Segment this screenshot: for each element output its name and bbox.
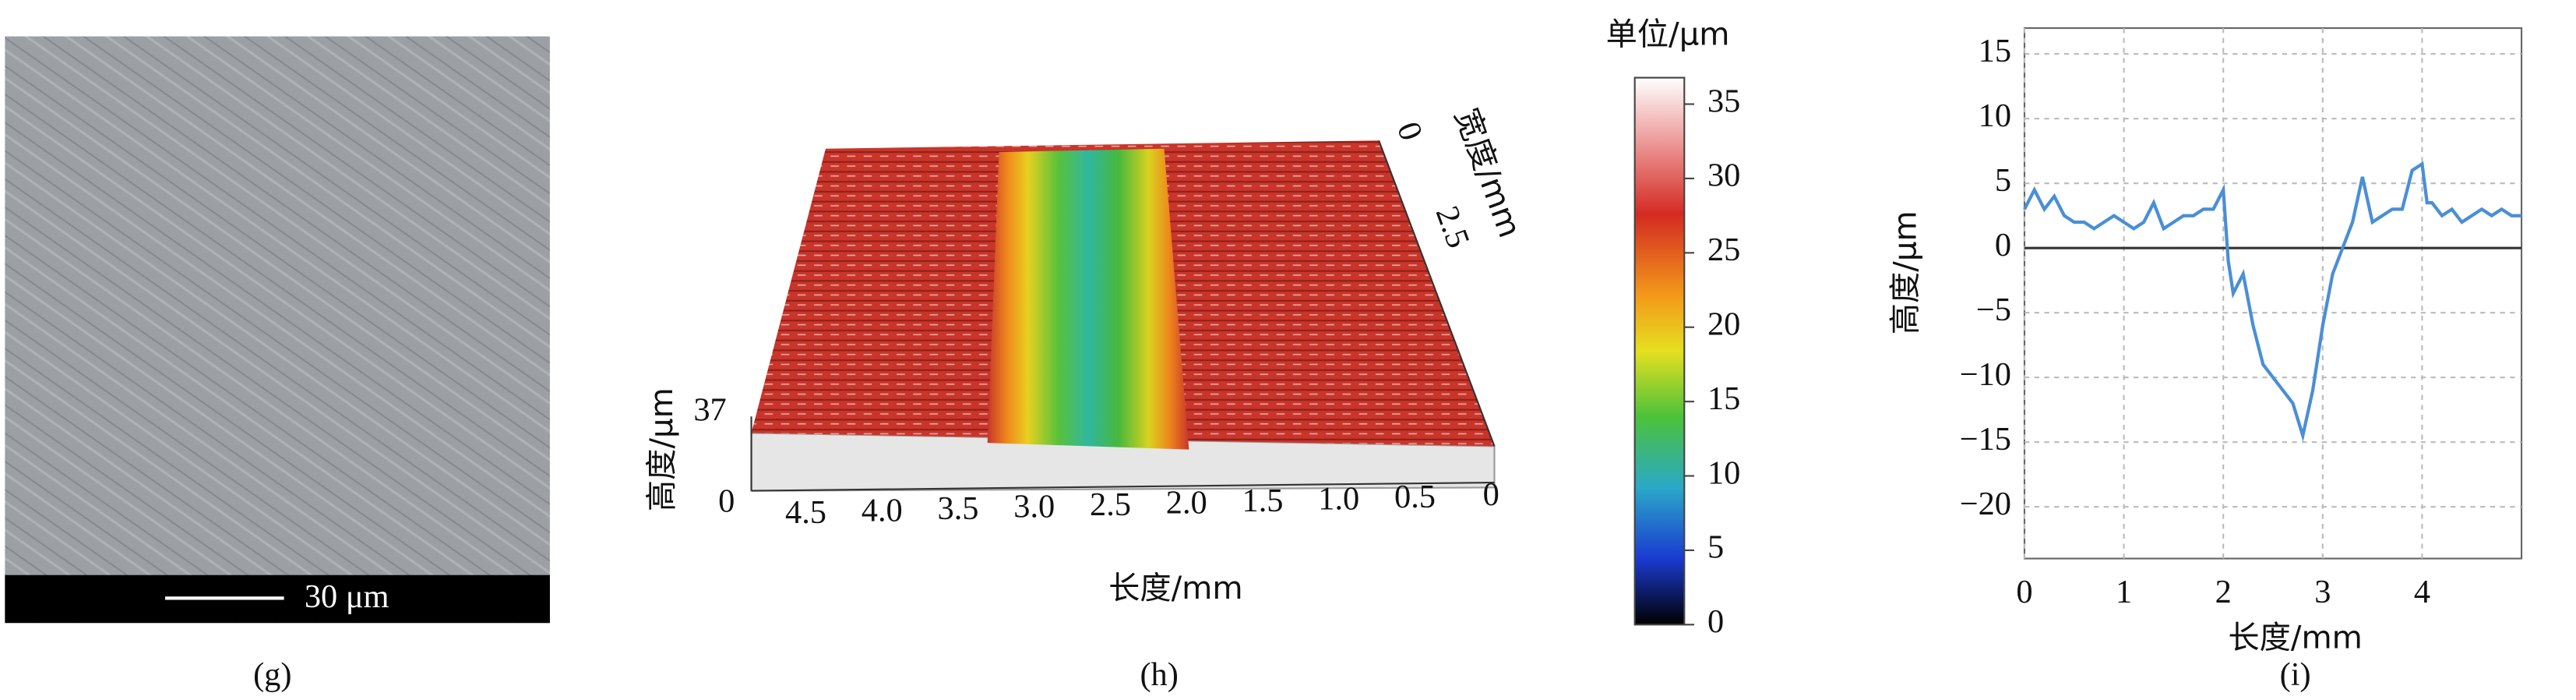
x-tick-label: 1: [2116, 574, 2132, 610]
height-tick: 37: [693, 392, 726, 429]
y-tick-label: 0: [1995, 227, 2011, 263]
caption: (i): [2280, 656, 2311, 693]
axis-title: 长度/mm: [1108, 571, 1243, 606]
length-tick: 3.5: [938, 490, 979, 527]
caption: (g): [253, 656, 291, 693]
panel-i: 长度/mm 高度/μm (i) 15 10 5 0 −5 −10 −15 −20 0 1 2 3 4: [1887, 27, 2523, 693]
y-tick-label: 5: [1995, 162, 2011, 199]
length-axis-line: [751, 481, 1495, 492]
axis-title: 高度/μm: [644, 387, 680, 511]
panel-g: 30 μm (g): [5, 36, 550, 693]
wear-track: [987, 148, 1189, 450]
y-tick-label: 15: [1979, 33, 2011, 69]
colorbar-tick-label: 5: [1707, 529, 1724, 566]
width-tick: 0: [1390, 117, 1429, 145]
panel-h: 4.5 4.0 3.5 3.0 2.5 2.0 1.5 1.0 0.5 0 长度/mm 37 0 …: [644, 17, 1740, 693]
length-tick: 2.0: [1166, 484, 1207, 521]
y-tick-label: 10: [1979, 97, 2011, 134]
y-tick-label: −5: [1976, 292, 2011, 328]
length-tick: 4.0: [862, 493, 903, 529]
colorbar-tick-label: 0: [1707, 603, 1724, 640]
x-axis-title: 长度/mm: [2228, 620, 2363, 656]
micrograph: [5, 36, 550, 624]
colorbar-tick-label: 20: [1707, 306, 1740, 342]
height-tick: 0: [718, 483, 735, 519]
length-tick: 3.0: [1013, 489, 1055, 525]
length-tick: 4.5: [785, 494, 826, 531]
colorbar-title: 单位/μm: [1606, 17, 1730, 53]
x-tick-label: 3: [2314, 574, 2331, 610]
plot-area: [2023, 27, 2523, 560]
width-tick: 2.5: [1429, 201, 1477, 253]
length-tick: 2.5: [1090, 486, 1131, 523]
length-ticks: 4.5 4.0 3.5 3.0 2.5 2.0 1.5 1.0 0.5 0: [785, 476, 1499, 531]
scale-label: 30 μm: [305, 578, 389, 615]
y-tick-label: −20: [1960, 486, 2011, 522]
colorbar-tick-label: 15: [1707, 380, 1740, 417]
colorbar-ticks: 0 5 10 15 20 25 30 35: [1684, 83, 1740, 640]
width-axis-line: [1378, 140, 1496, 447]
colorbar-tick-label: 30: [1707, 157, 1740, 194]
x-tick-label: 2: [2215, 574, 2232, 610]
y-axis-title: 高度/μm: [1887, 210, 1923, 334]
y-tick-label: −10: [1960, 356, 2011, 393]
colorbar-tick-label: 10: [1707, 454, 1740, 491]
colorbar-tick-label: 35: [1707, 83, 1740, 119]
x-tick-label: 4: [2414, 574, 2430, 610]
caption: (h): [1140, 656, 1178, 693]
data-line: [2023, 161, 2522, 443]
x-tick-label: 0: [2016, 574, 2032, 610]
colorbar-tick-label: 25: [1707, 232, 1740, 268]
y-tick-label: −15: [1960, 421, 2011, 458]
length-tick: 0.5: [1394, 479, 1436, 515]
colorbar: [1633, 76, 1686, 626]
length-tick: 1.0: [1318, 480, 1359, 517]
length-tick: 0: [1483, 476, 1499, 513]
length-tick: 1.5: [1242, 483, 1284, 519]
